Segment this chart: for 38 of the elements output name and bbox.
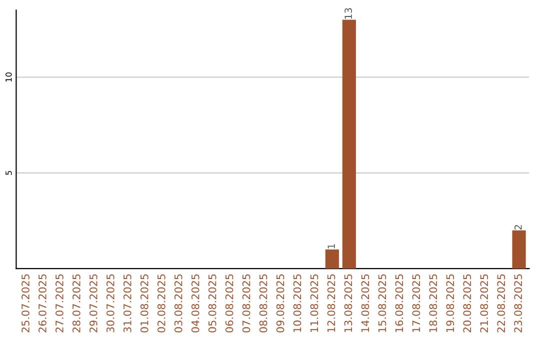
x-tick-label: 15.08.2025 xyxy=(378,274,386,332)
x-tick-label: 10.08.2025 xyxy=(293,274,302,332)
x-tick-label: 01.08.2025 xyxy=(140,274,148,332)
x-tick-label: 21.08.2025 xyxy=(480,274,488,332)
x-tick-label: 18.08.2025 xyxy=(429,274,438,332)
bar xyxy=(512,230,526,269)
data-label: 13 xyxy=(344,8,352,19)
x-tick-label: 27.07.2025 xyxy=(56,274,64,332)
x-tick-label: 04.08.2025 xyxy=(191,274,200,332)
x-tick-label: 23.08.2025 xyxy=(514,274,522,332)
x-tick-label: 19.08.2025 xyxy=(446,274,454,332)
x-tick-label: 13.08.2025 xyxy=(344,274,352,332)
bar xyxy=(342,20,356,269)
y-tick-label: 5 xyxy=(6,170,12,175)
x-tick-label: 31.07.2025 xyxy=(123,274,132,332)
x-tick-label: 29.07.2025 xyxy=(89,274,98,332)
x-tick-label: 14.08.2025 xyxy=(361,274,370,332)
x-tick-label: 07.08.2025 xyxy=(242,274,250,332)
x-tick-label: 16.08.2025 xyxy=(395,274,404,332)
x-tick-label: 20.08.2025 xyxy=(463,274,472,332)
x-tick-label: 03.08.2025 xyxy=(174,274,182,332)
x-tick-label: 17.08.2025 xyxy=(412,274,420,332)
x-tick-label: 05.08.2025 xyxy=(208,274,216,332)
x-tick-label: 22.08.2025 xyxy=(497,274,506,332)
x-tick-label: 26.07.2025 xyxy=(38,274,46,332)
x-tick-label: 28.07.2025 xyxy=(72,274,80,332)
y-tick-label: 10 xyxy=(6,72,12,82)
x-tick-label: 11.08.2025 xyxy=(310,274,318,332)
x-tick-label: 06.08.2025 xyxy=(225,274,234,332)
data-label: 1 xyxy=(328,244,335,248)
x-tick-label: 12.08.2025 xyxy=(327,274,336,332)
data-label: 2 xyxy=(514,225,522,230)
x-tick-label: 30.07.2025 xyxy=(106,274,114,332)
x-tick-label: 25.07.2025 xyxy=(22,274,30,332)
x-tick-label: 08.08.2025 xyxy=(259,274,268,332)
bar xyxy=(325,249,339,269)
x-tick-label: 02.08.2025 xyxy=(157,274,166,332)
x-tick-label: 09.08.2025 xyxy=(276,274,284,332)
